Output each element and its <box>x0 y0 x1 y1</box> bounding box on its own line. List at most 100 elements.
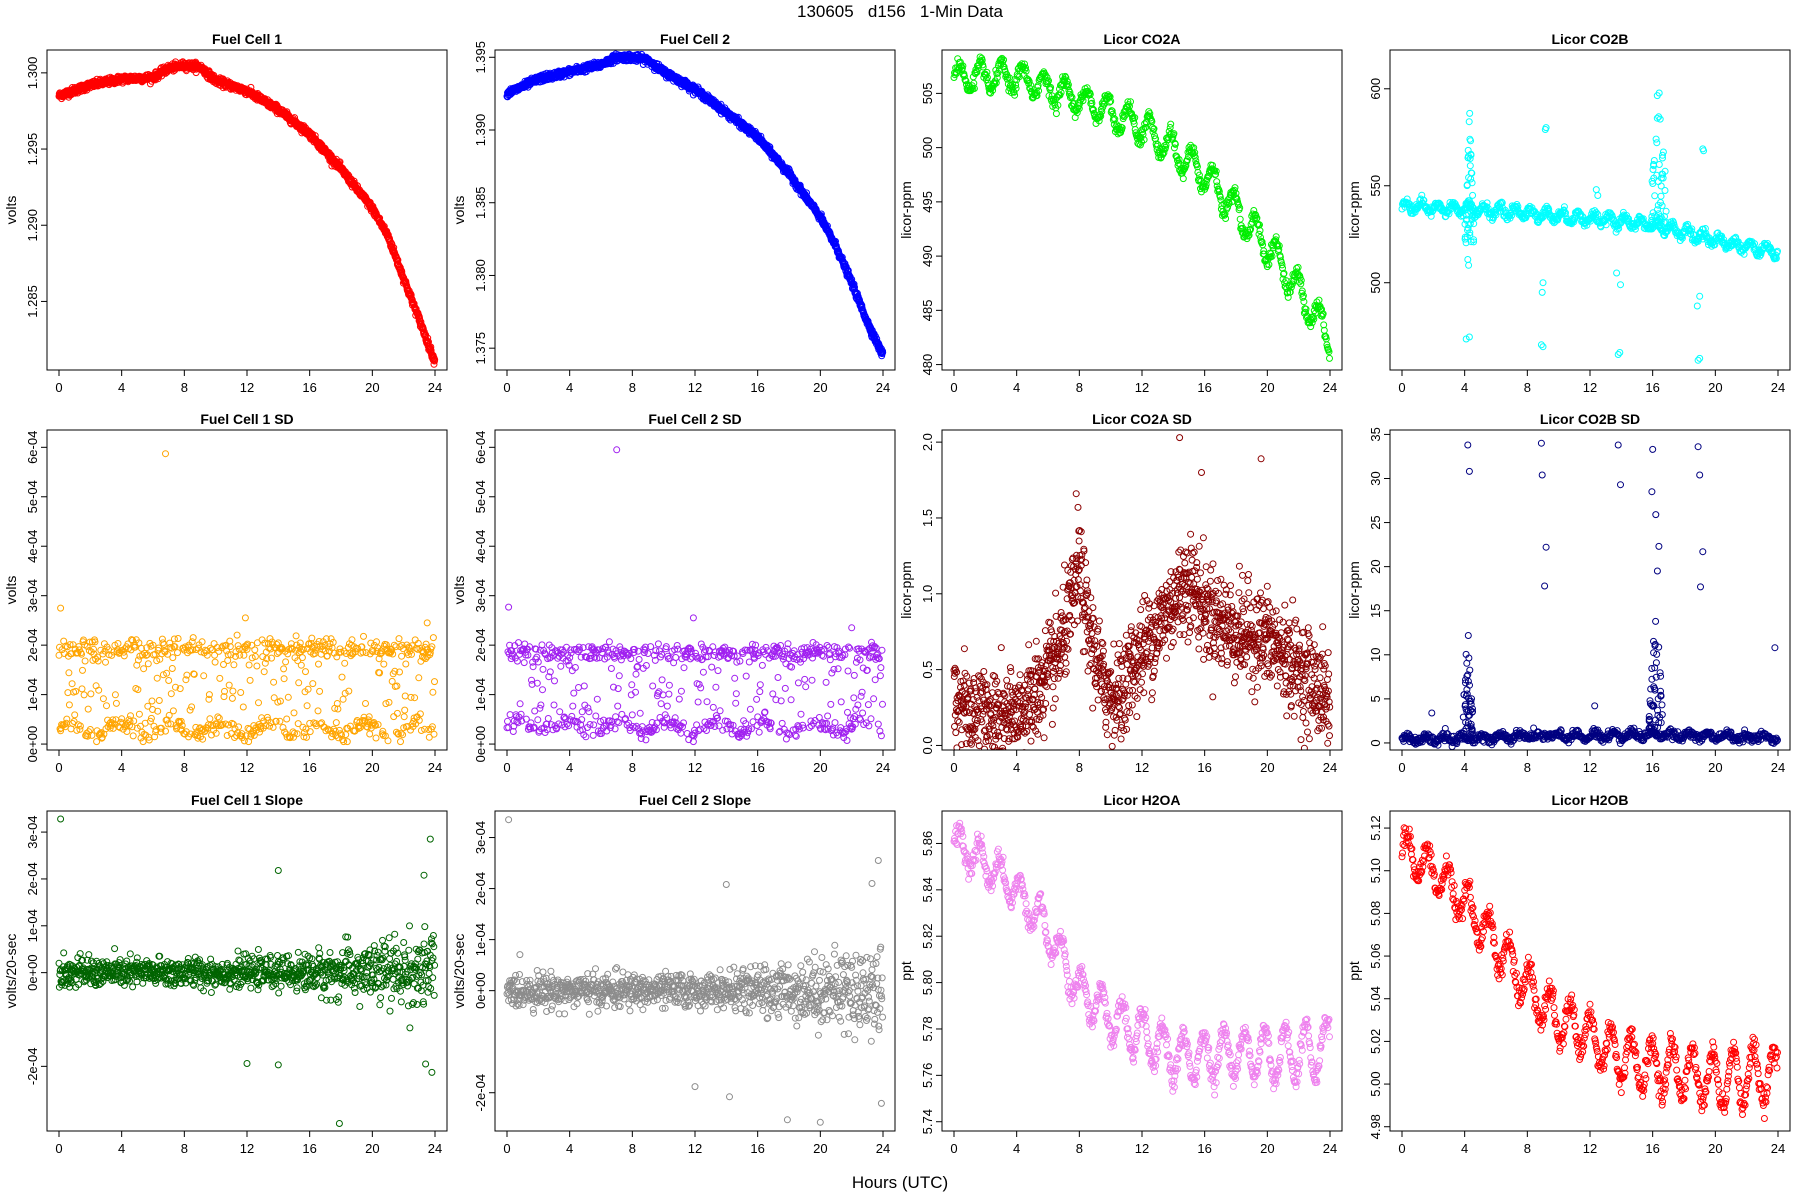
data-point <box>95 686 103 694</box>
data-point <box>103 702 110 710</box>
y-axis-label: volts <box>3 196 19 225</box>
data-point <box>169 654 177 662</box>
data-point <box>216 674 224 682</box>
data-point <box>226 643 234 651</box>
data-point <box>1000 63 1008 71</box>
data-point <box>140 665 148 673</box>
data-point <box>1468 179 1476 187</box>
data-point <box>1052 110 1060 118</box>
data-point <box>197 733 204 741</box>
data-point <box>130 717 138 725</box>
data-point <box>1467 238 1475 246</box>
data-point <box>225 681 233 689</box>
data-point <box>1150 125 1158 133</box>
data-point <box>235 723 243 731</box>
data-point <box>227 651 235 659</box>
data-point <box>162 727 169 735</box>
data-point <box>203 651 211 659</box>
data-point <box>1212 167 1220 175</box>
data-point <box>1543 202 1551 210</box>
data-point <box>287 640 295 648</box>
data-point <box>1462 200 1470 207</box>
data-point <box>1465 118 1473 126</box>
data-point <box>159 639 167 647</box>
data-point <box>1701 225 1709 232</box>
x-tick-label: 16 <box>1645 380 1659 395</box>
data-point <box>1294 263 1302 271</box>
data-point <box>1025 77 1033 85</box>
data-point <box>1075 105 1083 112</box>
data-point <box>1073 109 1081 117</box>
data-point <box>1609 213 1616 221</box>
data-point <box>979 63 987 71</box>
x-tick-label: 20 <box>365 380 379 395</box>
data-point <box>1539 343 1547 351</box>
data-point <box>229 687 237 695</box>
data-point <box>983 74 991 82</box>
data-point <box>1464 256 1472 263</box>
data-point <box>1648 218 1656 226</box>
data-point <box>1659 151 1666 159</box>
data-point <box>1469 212 1477 220</box>
data-point <box>230 661 238 669</box>
data-point <box>1236 215 1244 223</box>
data-point <box>1648 177 1656 185</box>
data-point <box>1633 220 1641 228</box>
data-point <box>1653 92 1661 100</box>
data-point <box>1514 203 1522 210</box>
data-point <box>1011 91 1019 99</box>
data-point <box>170 635 178 643</box>
data-point <box>187 730 195 738</box>
data-point <box>99 695 107 703</box>
x-tick-label: 0 <box>503 380 510 395</box>
data-point <box>1613 269 1621 277</box>
data-point <box>1466 155 1474 162</box>
data-point <box>253 662 261 670</box>
data-point <box>211 658 219 666</box>
chart-panel: Fuel Cell 10 4 8 12 16 20 241.2851.2901.2951.3… <box>3 31 448 395</box>
data-point <box>123 728 131 735</box>
data-point <box>1257 233 1264 241</box>
y-tick-label: 495 <box>920 191 935 213</box>
data-point <box>1012 84 1020 92</box>
data-point <box>959 62 967 70</box>
data-point <box>1657 182 1665 190</box>
data-point <box>91 638 99 646</box>
data-point <box>960 72 968 80</box>
data-point <box>1498 199 1506 207</box>
data-point <box>1657 219 1665 227</box>
x-tick-label: 12 <box>688 380 702 395</box>
plot-frame <box>941 49 1343 371</box>
data-point <box>72 687 80 695</box>
data-point <box>247 83 255 91</box>
data-point <box>1661 187 1669 194</box>
data-point <box>1462 216 1470 224</box>
data-point <box>276 717 284 725</box>
data-point <box>248 654 256 662</box>
x-tick-label: 12 <box>1583 380 1597 395</box>
data-point <box>153 674 161 682</box>
data-point <box>1103 92 1111 100</box>
data-point <box>1319 310 1327 318</box>
chart-panel: Fuel Cell 20 4 8 12 16 20 241.3751.3801.3851.3… <box>451 31 896 395</box>
data-point <box>1089 106 1097 114</box>
y-tick-label: 1.385 <box>473 186 488 219</box>
data-point <box>223 732 231 739</box>
data-point <box>267 645 274 653</box>
panel-title: Licor CO2B <box>1551 31 1628 47</box>
data-point <box>182 676 190 684</box>
data-point <box>63 715 71 723</box>
data-point <box>1467 208 1475 216</box>
data-point <box>255 699 262 707</box>
data-point <box>1010 88 1018 96</box>
data-point <box>101 647 109 655</box>
data-point <box>1465 261 1473 269</box>
data-point <box>289 728 297 736</box>
data-point <box>1326 354 1333 362</box>
x-tick-label: 24 <box>428 380 442 395</box>
data-point <box>1594 192 1602 199</box>
y-axis-label: licor-ppm <box>898 181 914 239</box>
data-point <box>102 658 109 666</box>
data-point <box>1280 269 1288 277</box>
data-point <box>279 724 287 731</box>
